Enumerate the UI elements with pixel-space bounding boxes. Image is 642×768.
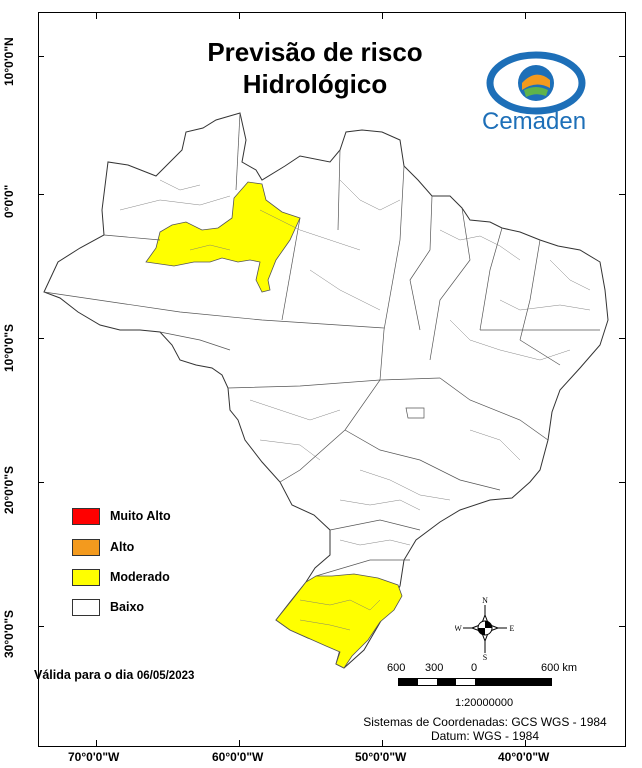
scale-seg — [418, 679, 437, 685]
legend-item: Moderado — [72, 569, 272, 591]
compass-e: E — [510, 624, 515, 633]
sub-borders — [119, 179, 591, 631]
scale-label: 300 — [425, 662, 444, 674]
compass-n: N — [482, 596, 488, 605]
legend-swatch — [72, 569, 100, 586]
validity-text: Válida para o dia 06/05/2023 — [34, 668, 194, 682]
coordinate-info: Sistemas de Coordenadas: GCS WGS - 1984 … — [355, 715, 615, 743]
logo-text: Cemaden — [482, 108, 587, 135]
lat-tick — [619, 194, 626, 195]
lat-tick — [38, 482, 44, 483]
legend-swatch — [72, 599, 100, 616]
legend-label: Baixo — [110, 600, 145, 614]
legend-label: Moderado — [110, 570, 170, 584]
legend-item: Muito Alto — [72, 508, 272, 530]
lat-tick — [619, 482, 626, 483]
legend-swatch — [72, 539, 100, 556]
compass-rose-icon: N S W E — [455, 596, 515, 661]
legend-item: Alto — [72, 539, 272, 561]
lon-label: 60°0'0"W — [212, 750, 264, 764]
validity-date: 06/05/2023 — [136, 670, 195, 682]
lat-tick — [38, 56, 44, 57]
lat-tick — [38, 626, 44, 627]
lat-tick — [619, 626, 626, 627]
lon-tick — [96, 740, 97, 747]
lat-tick — [619, 338, 626, 339]
map-title: Previsão de risco Hidrológico — [170, 36, 460, 100]
compass-w: W — [455, 624, 462, 633]
lon-tick — [382, 12, 383, 19]
scale-seg — [437, 679, 456, 685]
scale-bar — [398, 678, 552, 686]
region-moderado-north — [145, 181, 301, 293]
legend-swatch — [72, 508, 100, 525]
scale-seg — [456, 679, 475, 685]
lon-label: 50°0'0"W — [355, 750, 407, 764]
compass-s: S — [483, 653, 487, 661]
coordinate-datum: Datum: WGS - 1984 — [430, 729, 540, 743]
title-line-2: Hidrológico — [242, 69, 388, 99]
title-line-1: Previsão de risco — [207, 37, 423, 67]
scale-label: 600 km — [541, 662, 578, 674]
region-moderado-south — [275, 573, 403, 669]
legend-label: Alto — [110, 540, 135, 554]
lon-tick — [525, 12, 526, 19]
lon-tick — [239, 12, 240, 19]
lat-tick — [38, 194, 44, 195]
lon-label: 70°0'0"W — [68, 750, 120, 764]
lat-tick — [38, 338, 44, 339]
validity-label: Válida para o dia — [34, 668, 134, 682]
cemaden-logo-icon — [486, 51, 586, 115]
lon-label: 40°0'0"W — [498, 750, 550, 764]
scale-seg — [399, 679, 418, 685]
coordinate-system: Sistemas de Coordenadas: GCS WGS - 1984 — [363, 715, 607, 729]
scale-label: 0 — [471, 662, 478, 674]
scale-seg — [475, 679, 551, 685]
lon-tick — [239, 740, 240, 747]
state-borders — [43, 112, 600, 577]
scale-ratio: 1:20000000 — [455, 697, 514, 709]
legend-label: Muito Alto — [110, 509, 171, 523]
lon-tick — [96, 12, 97, 19]
lon-tick — [525, 740, 526, 747]
lat-tick — [619, 56, 626, 57]
legend-item: Baixo — [72, 599, 272, 621]
scale-label: 600 — [387, 662, 406, 674]
lon-tick — [382, 740, 383, 747]
